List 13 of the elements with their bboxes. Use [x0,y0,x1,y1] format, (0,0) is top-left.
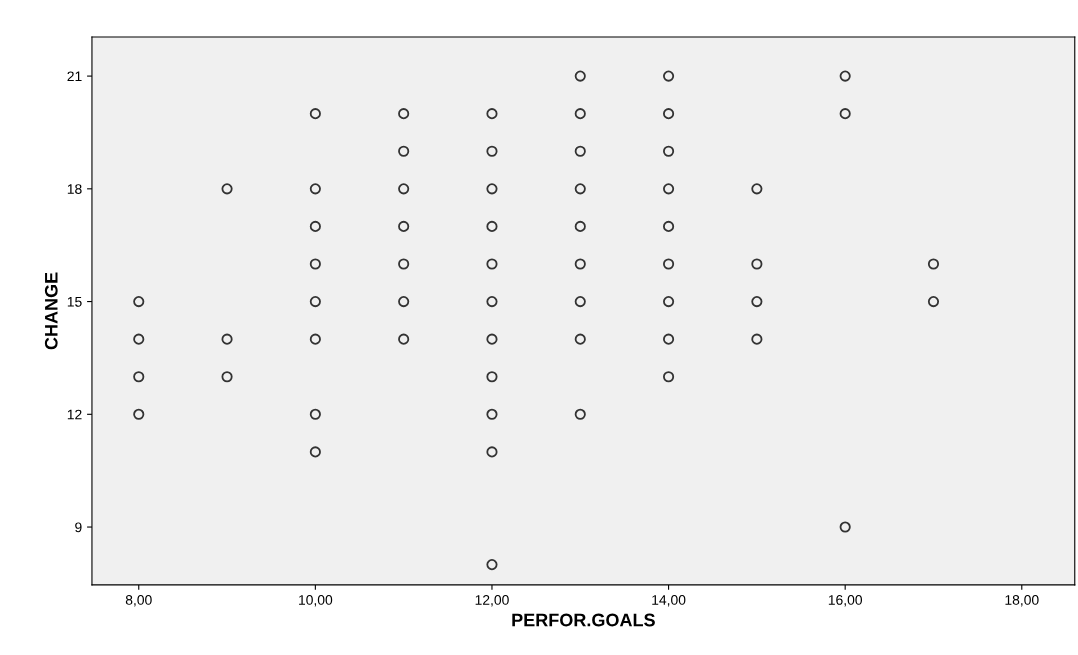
y-tick-label: 12 [67,409,82,420]
x-tick-label: 16,00 [828,595,863,607]
x-tick-label: 12,00 [475,595,509,607]
y-tick-label: 15 [67,297,82,307]
x-tick-label: 10,00 [299,595,333,607]
x-tick-label: 8,00 [125,595,152,607]
x-tick-label: 14,00 [652,595,686,607]
x-axis-title: PERFOR.GOALS [512,613,655,627]
x-tick-label: 18,00 [1005,595,1039,607]
y-tick-label: 18 [67,184,82,194]
y-axis-title: CHANGE [44,272,58,350]
y-tick-label: 9 [75,522,82,533]
y-tick-label: 21 [67,71,82,82]
